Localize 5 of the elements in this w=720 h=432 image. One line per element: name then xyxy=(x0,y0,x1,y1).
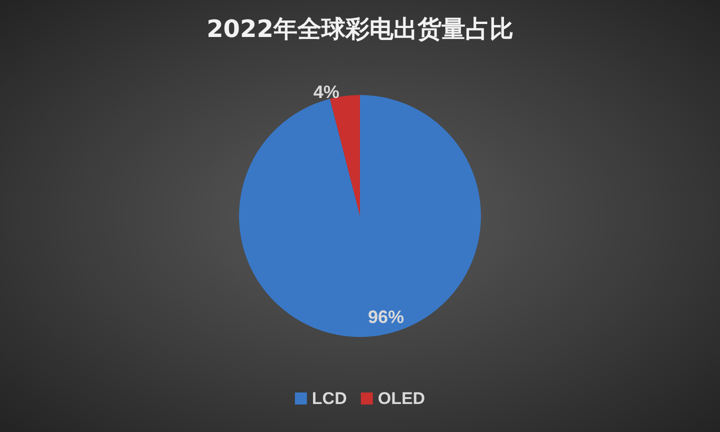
chart-title: 2022年全球彩电出货量占比 xyxy=(206,15,514,43)
legend-label: OLED xyxy=(378,389,426,408)
data-label: 96% xyxy=(368,306,404,327)
data-label: 4% xyxy=(313,82,340,102)
legend-label: LCD xyxy=(312,389,347,408)
